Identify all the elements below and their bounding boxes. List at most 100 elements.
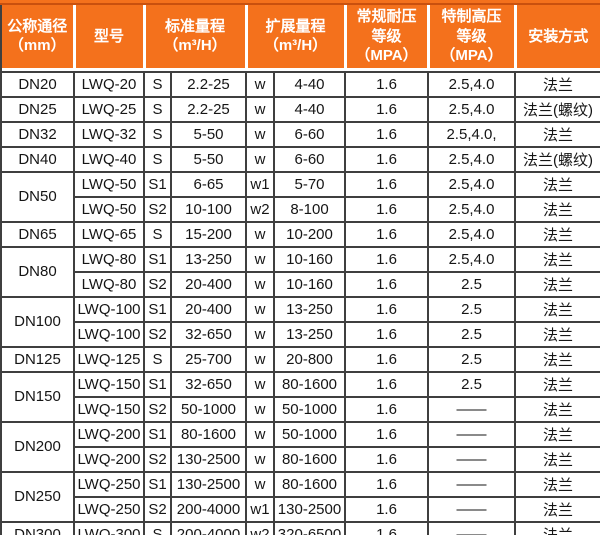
table-row: DN125 LWQ-125 S 25-700 w 20-800 1.6 2.5 法兰 xyxy=(0,345,600,373)
std-code-cell: S1 xyxy=(143,245,172,273)
install-cell: 法兰 xyxy=(514,295,600,323)
dn-cell: DN65 xyxy=(0,220,75,248)
std-range-cell: 2.2-25 xyxy=(170,95,247,123)
table-row: LWQ-50 S2 10-100 w2 8-100 1.6 2.5,4.0 法兰 xyxy=(1,195,600,223)
pressure-class-cell: 1.6 xyxy=(344,245,429,273)
high-pressure-class-cell: —— xyxy=(427,445,516,473)
std-range-cell: 20-400 xyxy=(170,270,247,298)
ext-range-cell: 80-1600 xyxy=(273,370,346,398)
model-cell: LWQ-150 xyxy=(73,395,145,423)
table-row: LWQ-80 S2 20-400 w 10-160 1.6 2.5 法兰 xyxy=(1,270,600,298)
dn-cell: DN20 xyxy=(0,70,75,98)
high-pressure-class-cell: 2.5,4.0 xyxy=(427,195,516,223)
std-range-cell: 25-700 xyxy=(170,345,247,373)
ext-range-cell: 4-40 xyxy=(273,95,346,123)
pressure-class-cell: 1.6 xyxy=(344,320,429,348)
header-row: 公称通径 （mm） 型号 标准量程 （m³/H） 扩展量程 （m³/H） 常规耐压 等级… xyxy=(0,5,600,68)
col-header-3: 扩展量程 （m³/H） xyxy=(244,5,347,68)
ext-code-cell: w xyxy=(245,445,275,473)
high-pressure-class-cell: —— xyxy=(427,520,516,535)
ext-range-cell: 80-1600 xyxy=(273,470,346,498)
pressure-class-cell: 1.6 xyxy=(344,345,429,373)
std-range-cell: 13-250 xyxy=(170,245,247,273)
install-cell: 法兰 xyxy=(514,445,600,473)
ext-range-cell: 130-2500 xyxy=(273,495,346,523)
ext-code-cell: w xyxy=(245,320,275,348)
dn-cell: DN80 xyxy=(0,245,75,298)
install-cell: 法兰 xyxy=(514,270,600,298)
std-range-cell: 80-1600 xyxy=(170,420,247,448)
ext-code-cell: w1 xyxy=(245,495,275,523)
table-body: DN20 LWQ-20 S 2.2-25 w 4-40 1.6 2.5,4.0 法兰 DN25 LW… xyxy=(0,67,600,535)
table-row: DN50 LWQ-50 S1 6-65 w1 5-70 1.6 2.5,4.0 法兰 xyxy=(0,170,600,223)
ext-code-cell: w xyxy=(245,420,275,448)
model-cell: LWQ-150 xyxy=(73,370,145,398)
ext-code-cell: w xyxy=(245,270,275,298)
table-row: DN200 LWQ-200 S1 80-1600 w 50-1000 1.6 —— 法兰 xyxy=(0,420,600,473)
install-cell: 法兰 xyxy=(514,370,600,398)
col-header-2: 标准量程 （m³/H） xyxy=(142,5,248,68)
std-range-cell: 50-1000 xyxy=(170,395,247,423)
model-cell: LWQ-65 xyxy=(73,220,145,248)
pressure-class-cell: 1.6 xyxy=(344,370,429,398)
dn-cell: DN32 xyxy=(0,120,75,148)
dn-cell: DN40 xyxy=(0,145,75,173)
install-cell: 法兰 xyxy=(514,470,600,498)
model-cell: LWQ-50 xyxy=(73,170,145,198)
install-cell: 法兰 xyxy=(514,320,600,348)
ext-range-cell: 4-40 xyxy=(273,70,346,98)
high-pressure-class-cell: 2.5,4.0, xyxy=(427,120,516,148)
table-row: DN32 LWQ-32 S 5-50 w 6-60 1.6 2.5,4.0, 法兰 xyxy=(0,120,600,148)
std-range-cell: 10-100 xyxy=(170,195,247,223)
std-range-cell: 5-50 xyxy=(170,120,247,148)
table-row: DN40 LWQ-40 S 5-50 w 6-60 1.6 2.5,4.0 法兰(螺纹) xyxy=(0,145,600,173)
model-cell: LWQ-250 xyxy=(73,470,145,498)
col-header-1: 型号 xyxy=(72,5,146,68)
table-row: DN300 LWQ-300 S 200-4000 w2 320-6500 1.6 —— 法兰 xyxy=(0,520,600,535)
std-range-cell: 130-2500 xyxy=(170,445,247,473)
ext-range-cell: 6-60 xyxy=(273,145,346,173)
ext-code-cell: w xyxy=(245,95,275,123)
model-cell: LWQ-200 xyxy=(73,445,145,473)
pressure-class-cell: 1.6 xyxy=(344,145,429,173)
install-cell: 法兰 xyxy=(514,170,600,198)
table-row: DN65 LWQ-65 S 15-200 w 10-200 1.6 2.5,4.0 法兰 xyxy=(0,220,600,248)
pressure-class-cell: 1.6 xyxy=(344,470,429,498)
table-row: LWQ-200 S2 130-2500 w 80-1600 1.6 —— 法兰 xyxy=(1,445,600,473)
pressure-class-cell: 1.6 xyxy=(344,495,429,523)
dn-cell: DN150 xyxy=(0,370,75,423)
ext-range-cell: 10-200 xyxy=(273,220,346,248)
pressure-class-cell: 1.6 xyxy=(344,295,429,323)
ext-range-cell: 13-250 xyxy=(273,295,346,323)
pressure-class-cell: 1.6 xyxy=(344,520,429,535)
install-cell: 法兰(螺纹) xyxy=(514,95,600,123)
dn-cell: DN300 xyxy=(0,520,75,535)
install-cell: 法兰(螺纹) xyxy=(514,145,600,173)
high-pressure-class-cell: —— xyxy=(427,470,516,498)
high-pressure-class-cell: 2.5,4.0 xyxy=(427,95,516,123)
install-cell: 法兰 xyxy=(514,345,600,373)
pressure-class-cell: 1.6 xyxy=(344,95,429,123)
std-code-cell: S xyxy=(143,220,172,248)
std-code-cell: S1 xyxy=(143,295,172,323)
model-cell: LWQ-250 xyxy=(73,495,145,523)
high-pressure-class-cell: 2.5,4.0 xyxy=(427,170,516,198)
pressure-class-cell: 1.6 xyxy=(344,420,429,448)
std-code-cell: S xyxy=(143,95,172,123)
col-header-6: 安装方式 xyxy=(513,5,600,68)
high-pressure-class-cell: —— xyxy=(427,495,516,523)
table-row: LWQ-150 S2 50-1000 w 50-1000 1.6 —— 法兰 xyxy=(1,395,600,423)
col-header-0: 公称通径 （mm） xyxy=(0,5,76,68)
std-code-cell: S xyxy=(143,70,172,98)
high-pressure-class-cell: 2.5 xyxy=(427,345,516,373)
install-cell: 法兰 xyxy=(514,420,600,448)
std-code-cell: S1 xyxy=(143,370,172,398)
flowmeter-spec-table: 公称通径 （mm） 型号 标准量程 （m³/H） 扩展量程 （m³/H） 常规耐压 等级… xyxy=(0,5,600,535)
model-cell: LWQ-20 xyxy=(73,70,145,98)
table-row: DN25 LWQ-25 S 2.2-25 w 4-40 1.6 2.5,4.0 法兰(螺纹) xyxy=(0,95,600,123)
ext-code-cell: w xyxy=(245,70,275,98)
ext-range-cell: 50-1000 xyxy=(273,395,346,423)
std-code-cell: S2 xyxy=(143,195,172,223)
pressure-class-cell: 1.6 xyxy=(344,70,429,98)
